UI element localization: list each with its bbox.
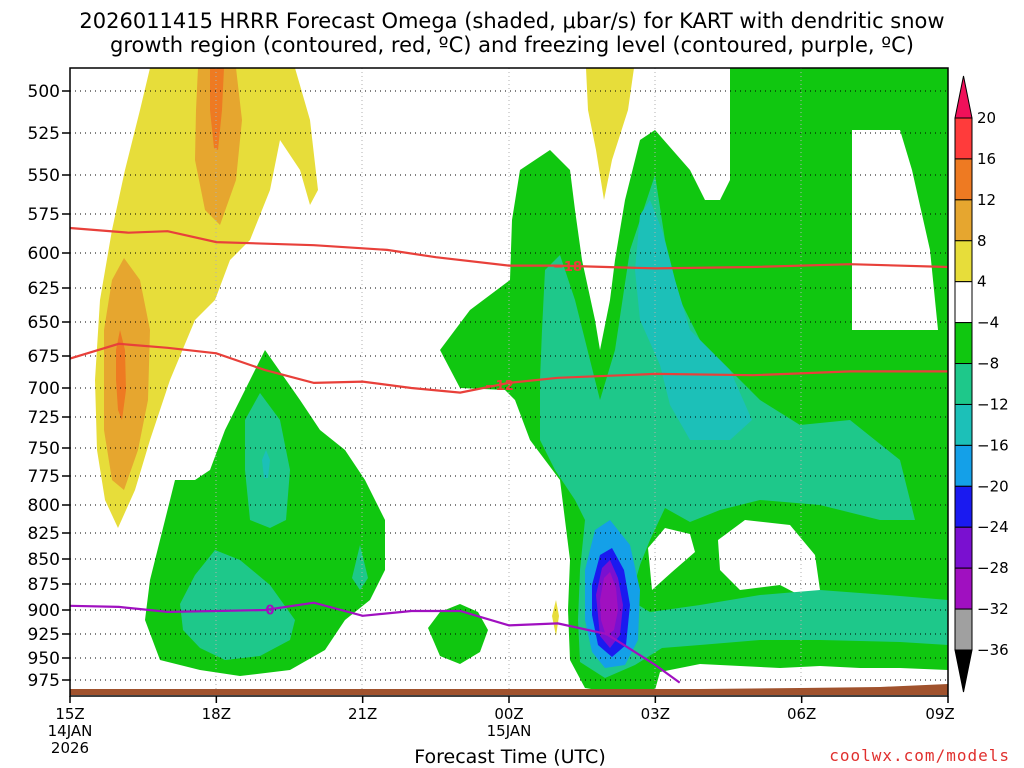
omega-region-magenta — [600, 572, 618, 636]
colorbar-segment — [954, 363, 973, 405]
y-tick-label: 775 — [28, 467, 60, 487]
y-tick-label: 950 — [28, 649, 60, 669]
x-tick-label: 18Z — [202, 705, 231, 723]
omega-region-teal-west-lower — [180, 550, 295, 660]
y-tick-label: 600 — [28, 244, 60, 264]
x-tick-sublabel: 2026 — [51, 739, 89, 757]
credit-text: coolwx.com/models — [829, 746, 1010, 765]
terrain-strip — [70, 684, 948, 695]
y-tick-label: 650 — [28, 313, 60, 333]
colorbar-label: −16 — [977, 436, 1009, 454]
omega-region-gold-upper — [195, 68, 242, 225]
colorbar-label: −20 — [977, 477, 1009, 495]
omega-region-orange-lower — [116, 330, 126, 420]
colorbar-label: −4 — [977, 314, 999, 332]
omega-hole-2 — [718, 520, 820, 598]
omega-region-orange-upper — [210, 68, 224, 150]
x-tick-sublabel: 14JAN — [48, 722, 93, 740]
colorbar-label: −36 — [977, 641, 1009, 659]
colorbar-label: 8 — [977, 232, 987, 250]
x-tick-label: 21Z — [348, 705, 377, 723]
omega-region-yellow-top — [586, 68, 634, 200]
y-tick-label: 675 — [28, 347, 60, 367]
y-tick-label: 975 — [28, 671, 60, 691]
y-tick-label: 575 — [28, 205, 60, 225]
colorbar-arrow-top — [954, 75, 973, 119]
y-tick-label: 500 — [28, 82, 60, 102]
colorbar-label: −8 — [977, 355, 999, 373]
contours: −18 −12 0 — [69, 226, 949, 684]
colorbar-segment — [954, 281, 973, 324]
omega-region-cyan-west — [262, 450, 270, 478]
y-tick-label: 875 — [28, 575, 60, 595]
y-tick-label: 825 — [28, 524, 60, 544]
colorbar: 20 16 12 8 4 −4 −8 −12 −16 −20 −24 −28 −32 −36 — [954, 75, 1009, 693]
y-tick-label: 925 — [28, 625, 60, 645]
colorbar-segment — [954, 117, 973, 160]
colorbar-segment — [954, 322, 973, 365]
y-tick-label: 750 — [28, 439, 60, 459]
y-tick-label: 700 — [28, 379, 60, 399]
chart-title-line-2: growth region (contoured, red, ºC) and f… — [110, 33, 914, 57]
x-tick-label: 00Z — [494, 705, 523, 723]
x-tick-sublabel: 15JAN — [487, 722, 532, 740]
colorbar-label: −24 — [977, 518, 1009, 536]
colorbar-segment — [954, 158, 973, 201]
omega-hole-1 — [852, 130, 938, 330]
colorbar-segment — [954, 526, 973, 569]
contour-label-dendritic-minus-12: −12 — [485, 379, 514, 394]
colorbar-label: 12 — [977, 191, 996, 209]
omega-region-yellow-west — [95, 68, 318, 528]
omega-region-yellow-dot — [552, 600, 559, 636]
x-tick-label: 06Z — [787, 705, 816, 723]
contour-freezing-level — [69, 601, 681, 684]
x-tick-label: 03Z — [641, 705, 670, 723]
contour-dendritic-minus-18 — [69, 226, 949, 270]
x-tick-label: 09Z — [925, 705, 954, 723]
chart-title-line-1: 2026011415 HRRR Forecast Omega (shaded, … — [79, 9, 945, 33]
y-tick-label: 725 — [28, 408, 60, 428]
colorbar-label: 4 — [977, 273, 987, 291]
colorbar-segment — [954, 567, 973, 610]
y-tick-label: 900 — [28, 601, 60, 621]
colorbar-segment — [954, 444, 973, 487]
contour-label-freezing-level: 0 — [265, 603, 274, 618]
y-axis: 500 525 550 575 600 625 650 675 700 725 750 775 800 8… — [28, 82, 70, 691]
colorbar-label: −28 — [977, 559, 1009, 577]
x-axis-title: Forecast Time (UTC) — [414, 746, 606, 768]
colorbar-label: 20 — [977, 109, 996, 127]
colorbar-label: −12 — [977, 395, 1009, 413]
contour-dendritic-minus-12 — [69, 342, 948, 394]
contour-label-dendritic-minus-18: −18 — [553, 260, 582, 275]
omega-region-green-small — [428, 604, 488, 664]
x-tick-label: 15Z — [55, 705, 84, 723]
colorbar-segment — [954, 608, 973, 651]
colorbar-segment — [954, 240, 973, 283]
colorbar-segment — [954, 403, 973, 446]
y-tick-label: 550 — [28, 166, 60, 186]
omega-region-gold-lower — [104, 258, 150, 490]
colorbar-arrow-bottom — [954, 649, 973, 693]
y-tick-label: 800 — [28, 496, 60, 516]
y-tick-label: 525 — [28, 124, 60, 144]
colorbar-segment — [954, 485, 973, 528]
colorbar-label: 16 — [977, 150, 996, 168]
omega-region-cyan — [635, 200, 752, 440]
omega-shading — [95, 68, 948, 690]
y-tick-label: 850 — [28, 550, 60, 570]
omega-region-teal-dot — [352, 545, 368, 590]
omega-hole-3 — [648, 528, 695, 590]
colorbar-label: −32 — [977, 600, 1009, 618]
colorbar-segment — [954, 199, 973, 242]
y-tick-label: 625 — [28, 279, 60, 299]
